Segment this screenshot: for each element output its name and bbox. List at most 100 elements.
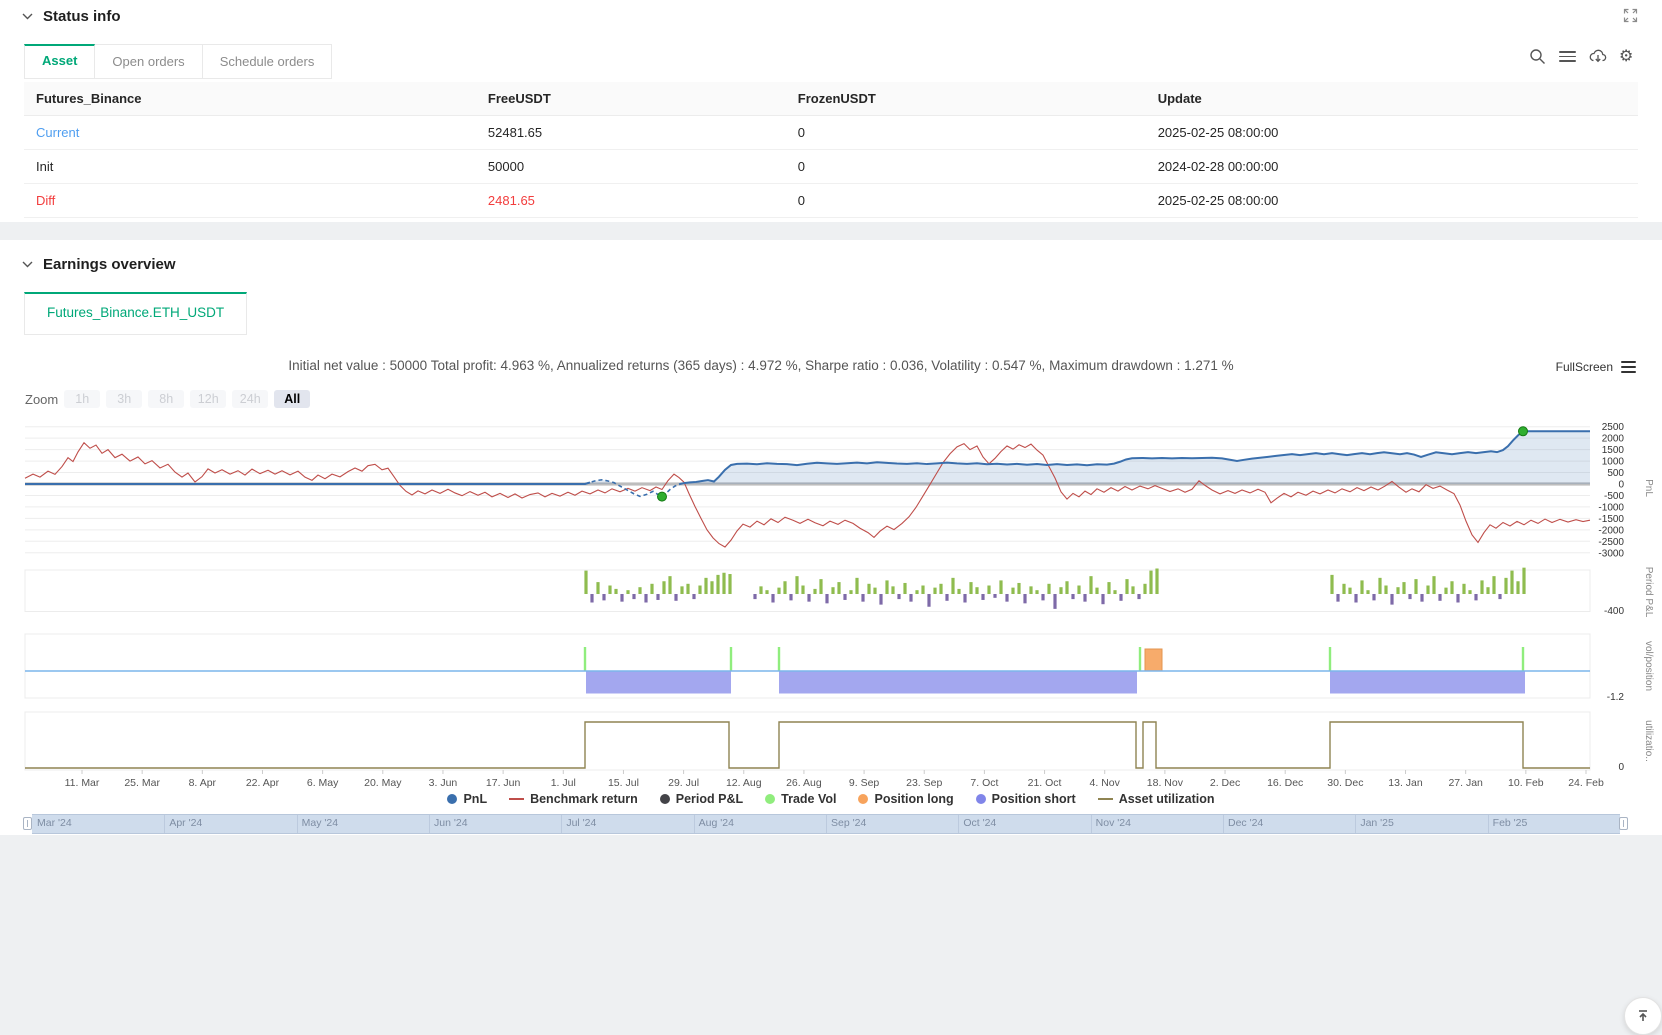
table-row-init: Init 50000 0 2024-02-28 00:00:00 bbox=[24, 150, 1638, 184]
period-pnl-bar bbox=[1474, 594, 1478, 601]
pnl-marker-dot[interactable] bbox=[1518, 426, 1528, 437]
earnings-chart[interactable]: 2500 2000 1500 1000 500 0 -500 -1000 -1500 -2000-… bbox=[0, 412, 1662, 790]
panel-title-rotated: PnL bbox=[1643, 479, 1654, 497]
period-pnl-bar bbox=[849, 590, 853, 594]
pnl-axis-tick: 2500 bbox=[1602, 422, 1625, 433]
period-pnl-bar bbox=[662, 581, 666, 594]
cloud-download-icon[interactable] bbox=[1589, 48, 1607, 65]
legend-dot-swatch bbox=[858, 794, 869, 804]
legend-label: Trade Vol bbox=[781, 792, 837, 806]
period-pnl-bar bbox=[1035, 590, 1039, 594]
navigator-month-label: Aug '24 bbox=[698, 817, 734, 829]
period-pnl-bar bbox=[765, 590, 769, 594]
pnl-axis-tick: -1500 bbox=[1598, 514, 1624, 525]
fullscreen-label[interactable]: FullScreen bbox=[1555, 359, 1613, 374]
period-pnl-bar bbox=[1510, 570, 1514, 594]
zoom-label: Zoom bbox=[25, 391, 59, 407]
x-axis-label: 25. Mar bbox=[124, 777, 160, 789]
search-icon[interactable] bbox=[1529, 48, 1546, 65]
navigator-month-label: Mar '24 bbox=[37, 817, 72, 829]
period-pnl-bar bbox=[608, 585, 612, 594]
period-pnl-bar bbox=[1366, 590, 1370, 594]
x-axis-label: 27. Jan bbox=[1448, 777, 1483, 789]
legend-item-position-long[interactable]: Position long bbox=[858, 792, 954, 806]
row-label-current[interactable]: Current bbox=[36, 125, 80, 140]
trade-vol-spike bbox=[583, 647, 587, 671]
settings-gear-icon[interactable]: ⚙ bbox=[1619, 48, 1634, 65]
collapse-chevron-icon[interactable] bbox=[22, 13, 33, 20]
period-pnl-bar bbox=[783, 581, 787, 594]
status-info-header: Status info bbox=[22, 8, 121, 25]
legend-line-swatch bbox=[509, 798, 525, 800]
zoom-button-3h[interactable]: 3h bbox=[106, 390, 143, 408]
tab-open-orders[interactable]: Open orders bbox=[95, 44, 203, 79]
zoom-button-1h[interactable]: 1h bbox=[64, 390, 101, 408]
tab-asset[interactable]: Asset bbox=[24, 44, 96, 79]
tab-schedule-orders[interactable]: Schedule orders bbox=[202, 44, 333, 79]
cell-free: 50000 bbox=[487, 159, 525, 174]
earnings-title: Earnings overview bbox=[43, 256, 176, 273]
zoom-button-8h[interactable]: 8h bbox=[148, 390, 185, 408]
period-pnl-bar bbox=[1390, 594, 1394, 605]
expand-icon[interactable] bbox=[1623, 8, 1638, 23]
period-pnl-bar bbox=[753, 594, 757, 600]
fullscreen-control[interactable]: FullScreen bbox=[1556, 358, 1636, 376]
row-label-init: Init bbox=[36, 159, 54, 174]
utilization-panel bbox=[24, 711, 1591, 771]
x-axis-label: 9. Sep bbox=[849, 777, 880, 789]
period-pnl-bar bbox=[1059, 587, 1063, 594]
zoom-button-all[interactable]: All bbox=[274, 390, 311, 408]
navigator-handle-left[interactable] bbox=[23, 817, 32, 830]
status-tabs: Asset Open orders Schedule orders bbox=[24, 44, 333, 79]
chart-canvas[interactable]: 25002000150010005000-500-1000-1500-2000-… bbox=[0, 412, 1662, 790]
period-pnl-bar bbox=[1149, 570, 1153, 594]
period-pnl-bar bbox=[1336, 594, 1340, 602]
period-pnl-bar bbox=[999, 580, 1003, 594]
period-pnl-bar bbox=[674, 594, 678, 601]
legend-item-asset-utilization[interactable]: Asset utilization bbox=[1097, 792, 1215, 806]
period-pnl-bar bbox=[807, 594, 811, 602]
legend-item-position-short[interactable]: Position short bbox=[975, 792, 1076, 806]
navigator-handle-right[interactable] bbox=[1619, 817, 1628, 830]
zoom-button-12h[interactable]: 12h bbox=[190, 390, 227, 408]
x-axis-label: 20. May bbox=[364, 777, 402, 789]
pnl-marker-dot[interactable] bbox=[657, 491, 667, 502]
pnl-axis-tick: -2500 bbox=[1598, 537, 1624, 548]
period-pnl-bar bbox=[692, 594, 696, 600]
col-update: Update bbox=[1157, 91, 1202, 106]
tab-futures-binance-eth-usdt[interactable]: Futures_Binance.ETH_USDT bbox=[24, 292, 248, 335]
x-axis-label: 16. Dec bbox=[1267, 777, 1303, 789]
period-pnl-bar bbox=[1023, 594, 1027, 604]
period-pnl-bar bbox=[1155, 568, 1159, 594]
menu-icon[interactable] bbox=[1559, 48, 1576, 65]
period-pnl-bar bbox=[1480, 580, 1484, 594]
benchmark-return-line bbox=[24, 441, 1591, 548]
period-pnl-bar bbox=[1047, 583, 1051, 594]
legend-item-period-p-l[interactable]: Period P&L bbox=[659, 792, 743, 806]
navigator-month-label: Apr '24 bbox=[169, 817, 203, 829]
row-label-diff: Diff bbox=[36, 193, 56, 208]
status-toolbar: ⚙ bbox=[1529, 48, 1636, 65]
period-pnl-bar bbox=[837, 582, 841, 594]
collapse-chevron-icon[interactable] bbox=[22, 261, 33, 268]
back-to-top-button[interactable] bbox=[1624, 997, 1662, 1035]
legend-item-benchmark-return[interactable]: Benchmark return bbox=[509, 792, 638, 806]
legend-item-trade-vol[interactable]: Trade Vol bbox=[765, 792, 836, 806]
col-frozen-usdt: FrozenUSDT bbox=[797, 91, 876, 106]
period-pnl-bar bbox=[1011, 587, 1015, 594]
zoom-button-24h[interactable]: 24h bbox=[232, 390, 269, 408]
cell-update: 2025-02-25 08:00:00 bbox=[1157, 125, 1279, 140]
legend-label: Asset utilization bbox=[1118, 792, 1215, 806]
pnl-axis-tick: 1500 bbox=[1602, 445, 1625, 456]
period-pnl-bar bbox=[602, 594, 606, 601]
period-pnl-bar bbox=[704, 577, 708, 594]
x-axis-label: 21. Oct bbox=[1028, 777, 1062, 789]
legend-item-pnl[interactable]: PnL bbox=[447, 792, 487, 806]
col-free-usdt: FreeUSDT bbox=[487, 91, 551, 106]
chart-navigator[interactable]: Mar '24 Apr '24 May '24 Jun '24 Jul '24 Aug '… bbox=[23, 814, 1628, 834]
period-pnl-bar bbox=[1131, 586, 1135, 594]
chart-menu-icon[interactable] bbox=[1621, 358, 1636, 376]
period-pnl-bar bbox=[1017, 582, 1021, 594]
period-pnl-bar bbox=[728, 574, 732, 594]
x-axis-label: 2. Dec bbox=[1210, 777, 1240, 789]
